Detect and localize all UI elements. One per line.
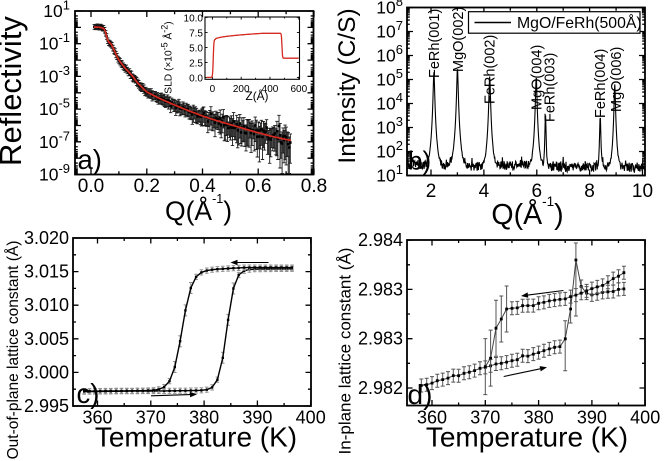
svg-text:FeRh(004): FeRh(004): [593, 49, 609, 118]
svg-text:103: 103: [376, 114, 403, 138]
svg-text:200: 200: [233, 84, 250, 95]
svg-text:FeRh(001): FeRh(001): [427, 9, 443, 78]
svg-text:108: 108: [376, 0, 403, 18]
svg-text:2.982: 2.982: [358, 378, 403, 398]
svg-text:6: 6: [532, 181, 543, 202]
svg-text:10: 10: [632, 181, 653, 202]
svg-text:600: 600: [290, 84, 307, 95]
svg-text:a): a): [78, 144, 102, 175]
svg-text:Q(Å-1): Q(Å-1): [491, 194, 563, 231]
svg-text:2.5: 2.5: [189, 58, 203, 69]
svg-text:MgO(002): MgO(002): [451, 7, 467, 72]
svg-text:360: 360: [82, 408, 112, 428]
svg-text:370: 370: [470, 408, 500, 428]
svg-text:380: 380: [524, 408, 554, 428]
svg-text:5.0: 5.0: [189, 43, 203, 54]
svg-text:7.5: 7.5: [189, 28, 203, 39]
svg-text:2.995: 2.995: [24, 396, 69, 416]
svg-text:Q(Å-1): Q(Å-1): [165, 192, 232, 226]
svg-text:360: 360: [417, 408, 447, 428]
svg-text:380: 380: [189, 408, 219, 428]
svg-text:c): c): [77, 378, 100, 409]
svg-text:MgO(004): MgO(004): [530, 45, 546, 110]
svg-text:400: 400: [262, 84, 279, 95]
svg-text:2: 2: [426, 181, 437, 202]
svg-text:Reflectivity: Reflectivity: [0, 16, 28, 166]
svg-text:10-7: 10-7: [39, 128, 70, 152]
svg-text:104: 104: [376, 90, 403, 114]
svg-text:400: 400: [630, 408, 660, 428]
svg-text:FeRh(002): FeRh(002): [483, 35, 499, 104]
svg-text:10-9: 10-9: [39, 161, 70, 185]
svg-text:0.8: 0.8: [301, 176, 327, 197]
svg-text:107: 107: [376, 18, 403, 42]
svg-text:102: 102: [376, 138, 403, 162]
svg-text:0.2: 0.2: [134, 176, 160, 197]
svg-text:SLD (×10-5 Å-2): SLD (×10-5 Å-2): [160, 21, 175, 93]
svg-text:Z(Å): Z(Å): [246, 89, 269, 103]
svg-text:390: 390: [242, 408, 272, 428]
svg-text:10-5: 10-5: [39, 96, 70, 120]
svg-text:10-3: 10-3: [39, 63, 70, 87]
svg-text:101: 101: [43, 0, 70, 21]
svg-text:8: 8: [584, 181, 595, 202]
svg-text:4: 4: [479, 181, 490, 202]
svg-text:2.983: 2.983: [358, 329, 403, 349]
svg-text:MgO(006): MgO(006): [609, 47, 625, 112]
svg-text:0.4: 0.4: [189, 176, 216, 197]
svg-text:106: 106: [376, 42, 403, 66]
svg-text:Intensity (C/S): Intensity (C/S): [334, 8, 361, 163]
svg-text:In-plane lattice constant (Å): In-plane lattice constant (Å): [336, 248, 355, 455]
svg-text:2.983: 2.983: [358, 279, 403, 299]
svg-text:3.000: 3.000: [24, 362, 69, 382]
svg-text:3.005: 3.005: [24, 329, 69, 349]
svg-text:370: 370: [136, 408, 166, 428]
svg-text:101: 101: [376, 162, 403, 186]
svg-text:3.010: 3.010: [24, 295, 69, 315]
svg-text:FeRh(003): FeRh(003): [543, 53, 559, 122]
svg-text:b): b): [408, 146, 431, 176]
svg-text:d): d): [408, 379, 433, 410]
svg-text:MgO/FeRh(500Å): MgO/FeRh(500Å): [517, 13, 642, 32]
svg-text:Temperature (K): Temperature (K): [426, 422, 628, 453]
svg-text:2.984: 2.984: [358, 230, 403, 250]
svg-text:3.020: 3.020: [24, 228, 69, 248]
svg-text:105: 105: [376, 66, 403, 90]
svg-text:0.6: 0.6: [245, 176, 271, 197]
svg-text:0.0: 0.0: [78, 176, 104, 197]
svg-text:3.015: 3.015: [24, 262, 69, 282]
svg-text:10-1: 10-1: [39, 30, 70, 54]
svg-text:390: 390: [577, 408, 607, 428]
svg-text:Temperature (K): Temperature (K): [95, 422, 297, 453]
svg-text:0: 0: [210, 84, 216, 95]
svg-text:0.0: 0.0: [189, 73, 203, 84]
svg-text:400: 400: [296, 408, 326, 428]
svg-text:Out-of-plane lattice constant: Out-of-plane lattice constant (Å): [5, 241, 22, 460]
svg-text:10.0: 10.0: [184, 13, 204, 24]
